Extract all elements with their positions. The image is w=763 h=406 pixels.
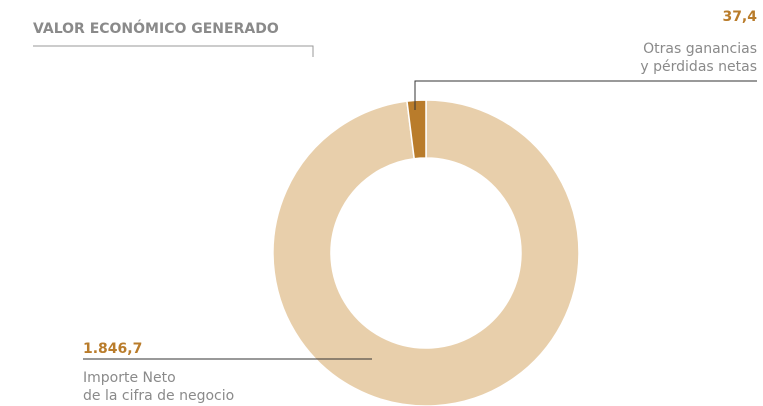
value-label: 1.846,7 — [83, 341, 143, 357]
category-label: Importe Neto de la cifra de negocio — [83, 370, 235, 404]
donut-segment — [272, 99, 580, 406]
title-rule — [33, 45, 314, 57]
value-label: 37,4 — [722, 9, 757, 25]
leader-line — [414, 80, 757, 110]
category-label: Otras ganancias y pérdidas netas — [640, 41, 757, 75]
donut-segment — [406, 99, 427, 160]
chart-title: VALOR ECONÓMICO GENERADO — [33, 21, 279, 37]
